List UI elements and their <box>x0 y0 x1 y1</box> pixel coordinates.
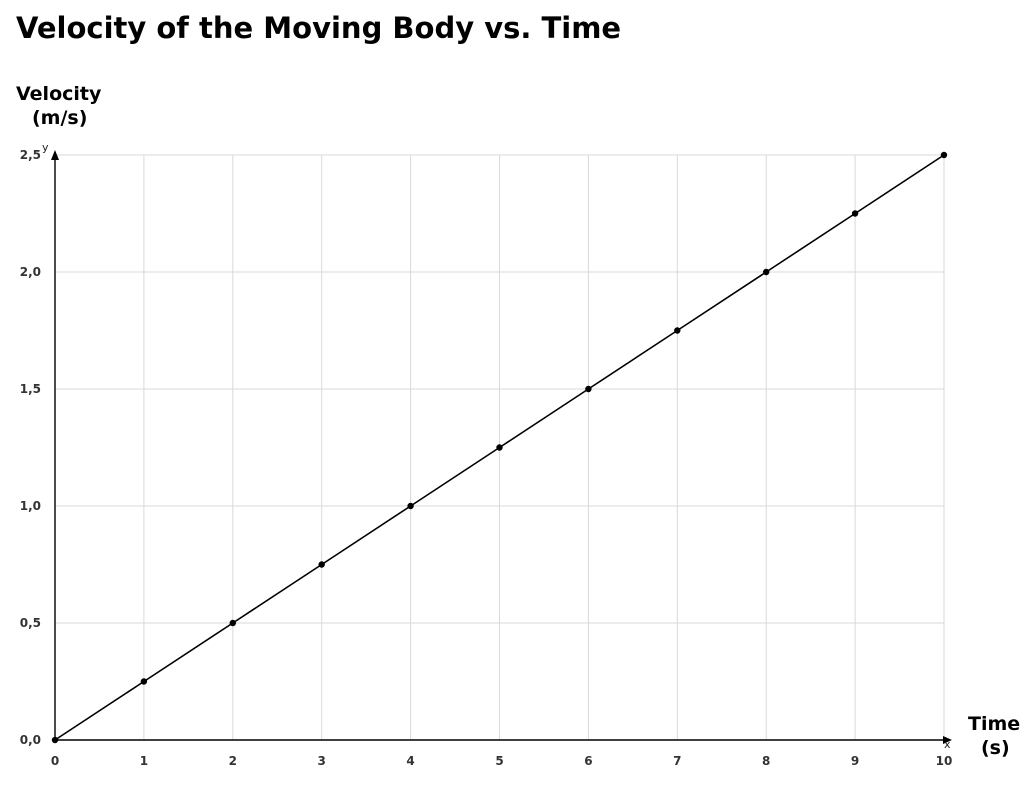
y-tick-label: 2,0 <box>20 265 41 279</box>
data-point <box>940 151 948 159</box>
data-point <box>229 619 236 627</box>
data-point <box>763 268 770 276</box>
series <box>51 151 948 744</box>
y-axis-title-line2: (m/s) <box>32 107 87 129</box>
y-axis-letter: y <box>42 141 49 154</box>
x-axis-arrow <box>943 736 952 744</box>
x-tick-label: 5 <box>495 754 503 768</box>
y-axis-arrow <box>51 150 59 160</box>
y-axis-title-line1: Velocity <box>16 83 102 105</box>
x-axis-title-line1: Time <box>968 713 1020 735</box>
data-point <box>851 210 859 217</box>
y-tick-label: 1,5 <box>20 382 41 396</box>
x-tick-label: 2 <box>229 754 237 768</box>
data-point <box>407 502 414 510</box>
x-axis-title-line2: (s) <box>981 737 1010 759</box>
x-tick-label: 3 <box>318 754 326 768</box>
x-tick-label: 0 <box>51 754 59 768</box>
x-tick-label: 1 <box>140 754 148 768</box>
chart-title: Velocity of the Moving Body vs. Time <box>16 11 621 45</box>
data-point <box>51 736 59 744</box>
x-tick-label: 4 <box>406 754 414 768</box>
y-tick-label: 0,0 <box>20 733 41 747</box>
axes: x y <box>42 141 952 751</box>
x-tick-label: 10 <box>936 754 953 768</box>
data-point <box>674 327 681 334</box>
data-point <box>496 444 503 451</box>
x-axis-letter: x <box>944 738 951 751</box>
data-point <box>140 678 148 685</box>
x-tick-label: 8 <box>762 754 770 768</box>
y-tick-label: 2,5 <box>20 148 41 162</box>
y-tick-label: 0,5 <box>20 616 41 630</box>
x-tick-label: 9 <box>851 754 859 768</box>
y-tick-label: 1,0 <box>20 499 41 513</box>
data-point <box>585 385 592 393</box>
x-tick-label: 6 <box>584 754 592 768</box>
tick-labels: 0 1 2 3 4 5 6 7 8 9 10 0,0 0,5 1,0 1,5 2,0 2,5 <box>20 148 953 768</box>
x-tick-label: 7 <box>673 754 681 768</box>
data-point <box>318 561 325 568</box>
